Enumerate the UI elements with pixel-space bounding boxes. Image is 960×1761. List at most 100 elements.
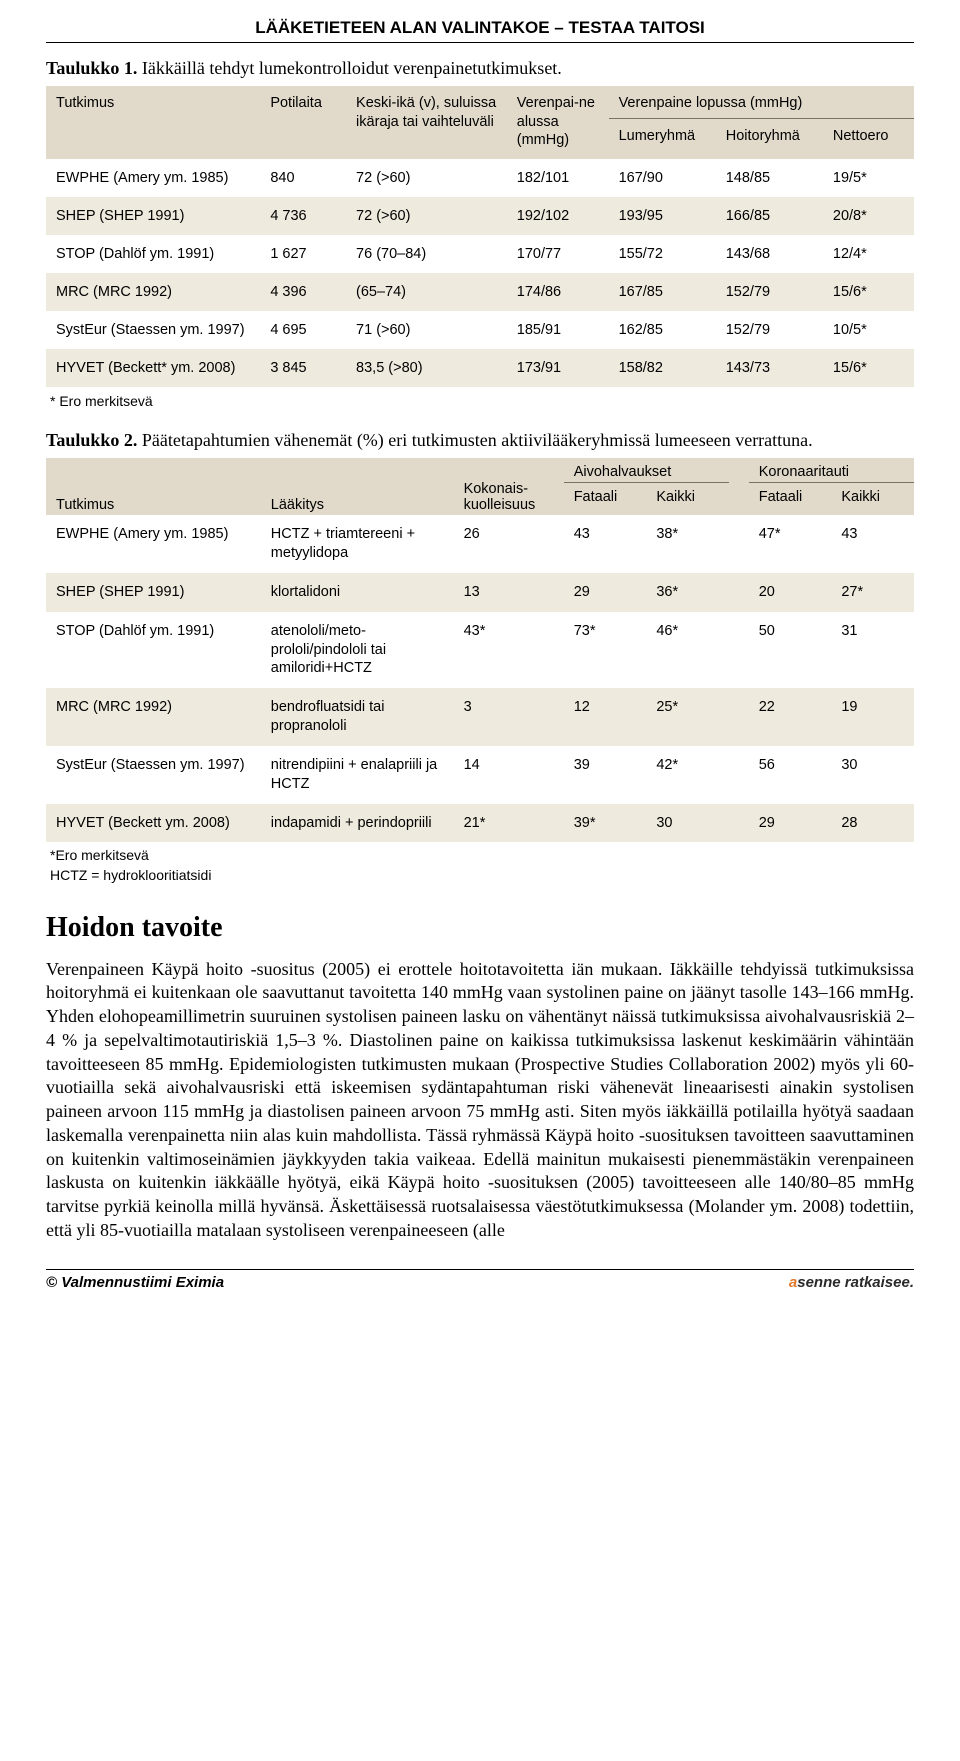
table-cell: 47*: [749, 515, 832, 573]
table-cell: 20: [749, 573, 832, 612]
table-cell: 50: [749, 612, 832, 689]
table-cell: HYVET (Beckett* ym. 2008): [46, 349, 260, 387]
table-cell: 12/4*: [823, 235, 914, 273]
table-row: STOP (Dahlöf ym. 1991)1 62776 (70–84)170…: [46, 235, 914, 273]
t2-h-cfatal: Fataali: [749, 483, 832, 516]
table-cell: 152/79: [716, 273, 823, 311]
table-cell: 19/5*: [823, 159, 914, 197]
table2-caption-text: Päätetapahtumien vähenemät (%) eri tutki…: [137, 430, 812, 450]
table-cell: 166/85: [716, 197, 823, 235]
table-cell: 29: [564, 573, 647, 612]
table-cell: 185/91: [507, 311, 609, 349]
table-cell: 25*: [646, 688, 729, 746]
table-cell: 43*: [454, 612, 564, 689]
table-cell: 36*: [646, 573, 729, 612]
table-cell: 155/72: [609, 235, 716, 273]
table2-footnotes: *Ero merkitsevä HCTZ = hydroklooritiatsi…: [50, 846, 914, 885]
table-cell: SHEP (SHEP 1991): [46, 573, 261, 612]
body-paragraph: Verenpaineen Käypä hoito -suositus (2005…: [46, 958, 914, 1243]
table-cell: atenololi/meto-prololi/pindololi tai ami…: [261, 612, 454, 689]
t1-h-placebo: Lumeryhmä: [609, 118, 716, 159]
table-cell: 56: [749, 746, 832, 804]
table-row: SHEP (SHEP 1991)4 73672 (>60)192/102193/…: [46, 197, 914, 235]
table-row: HYVET (Beckett* ym. 2008)3 84583,5 (>80)…: [46, 349, 914, 387]
table-cell: [729, 573, 749, 612]
t2-h-stroke: Aivohalvaukset: [564, 458, 729, 483]
table-cell: 30: [646, 804, 729, 843]
table2-caption: Taulukko 2. Päätetapahtumien vähenemät (…: [46, 429, 914, 452]
table1-caption-text: Iäkkäillä tehdyt lumekontrolloidut veren…: [137, 58, 561, 78]
table-cell: 73*: [564, 612, 647, 689]
t1-h-patients: Potilaita: [260, 86, 346, 158]
t1-h-bpstart: Verenpai-ne alussa (mmHg): [507, 86, 609, 158]
table-cell: 15/6*: [823, 273, 914, 311]
table-cell: [729, 804, 749, 843]
table-cell: 76 (70–84): [346, 235, 507, 273]
t2-h-total: Kokonais-kuolleisuus: [454, 458, 564, 515]
table1-caption-bold: Taulukko 1.: [46, 58, 137, 78]
table-cell: HYVET (Beckett ym. 2008): [46, 804, 261, 843]
table-cell: STOP (Dahlöf ym. 1991): [46, 235, 260, 273]
t2-h-sall: Kaikki: [646, 483, 729, 516]
section-heading: Hoidon tavoite: [46, 912, 914, 944]
table-cell: (65–74): [346, 273, 507, 311]
page-header: LÄÄKETIETEEN ALAN VALINTAKOE – TESTAA TA…: [46, 18, 914, 43]
t2-h-sfatal: Fataali: [564, 483, 647, 516]
table1-caption: Taulukko 1. Iäkkäillä tehdyt lumekontrol…: [46, 57, 914, 80]
footer-right-orange: a: [789, 1274, 797, 1291]
table-cell: 192/102: [507, 197, 609, 235]
table-cell: [729, 612, 749, 689]
table-row: EWPHE (Amery ym. 1985)84072 (>60)182/101…: [46, 159, 914, 197]
table-cell: 19: [831, 688, 914, 746]
table-cell: 39*: [564, 804, 647, 843]
t1-h-study: Tutkimus: [46, 86, 260, 158]
table-cell: 4 695: [260, 311, 346, 349]
table-row: HYVET (Beckett ym. 2008)indapamidi + per…: [46, 804, 914, 843]
table-cell: 12: [564, 688, 647, 746]
table-cell: 167/85: [609, 273, 716, 311]
table-cell: 174/86: [507, 273, 609, 311]
table-cell: [729, 515, 749, 573]
table-cell: indapamidi + perindopriili: [261, 804, 454, 843]
table-cell: 43: [831, 515, 914, 573]
table1: Tutkimus Potilaita Keski-ikä (v), suluis…: [46, 86, 914, 386]
table-cell: 42*: [646, 746, 729, 804]
table-cell: 39: [564, 746, 647, 804]
table-cell: 840: [260, 159, 346, 197]
table-row: SystEur (Staessen ym. 1997)nitrendipiini…: [46, 746, 914, 804]
table-row: MRC (MRC 1992)4 396(65–74)174/86167/8515…: [46, 273, 914, 311]
table-cell: 30: [831, 746, 914, 804]
table-cell: STOP (Dahlöf ym. 1991): [46, 612, 261, 689]
table-cell: klortalidoni: [261, 573, 454, 612]
table-cell: 10/5*: [823, 311, 914, 349]
table-cell: 21*: [454, 804, 564, 843]
footer-right-mid: senne: [797, 1274, 845, 1291]
table-cell: EWPHE (Amery ym. 1985): [46, 159, 260, 197]
table-cell: [729, 746, 749, 804]
table-cell: bendrofluatsidi tai propranololi: [261, 688, 454, 746]
table-row: EWPHE (Amery ym. 1985)HCTZ + triamtereen…: [46, 515, 914, 573]
table-cell: 3: [454, 688, 564, 746]
table2-caption-bold: Taulukko 2.: [46, 430, 137, 450]
table-cell: 72 (>60): [346, 197, 507, 235]
t1-h-endgroup: Verenpaine lopussa (mmHg): [609, 86, 914, 118]
t2-h-call: Kaikki: [831, 483, 914, 516]
table-cell: 162/85: [609, 311, 716, 349]
table-cell: 170/77: [507, 235, 609, 273]
footer-left: © Valmennustiimi Eximia: [46, 1274, 224, 1291]
table2-foot1: *Ero merkitsevä: [50, 846, 914, 866]
table-cell: 148/85: [716, 159, 823, 197]
table-cell: 4 396: [260, 273, 346, 311]
table-cell: 152/79: [716, 311, 823, 349]
table-cell: 143/68: [716, 235, 823, 273]
table-cell: SHEP (SHEP 1991): [46, 197, 260, 235]
table-cell: 72 (>60): [346, 159, 507, 197]
table-cell: 1 627: [260, 235, 346, 273]
footer-right-tail: ratkaisee.: [845, 1274, 914, 1291]
table-cell: EWPHE (Amery ym. 1985): [46, 515, 261, 573]
table-cell: 29: [749, 804, 832, 843]
table-cell: 38*: [646, 515, 729, 573]
table-row: SystEur (Staessen ym. 1997)4 69571 (>60)…: [46, 311, 914, 349]
table-cell: 43: [564, 515, 647, 573]
t1-h-net: Nettoero: [823, 118, 914, 159]
